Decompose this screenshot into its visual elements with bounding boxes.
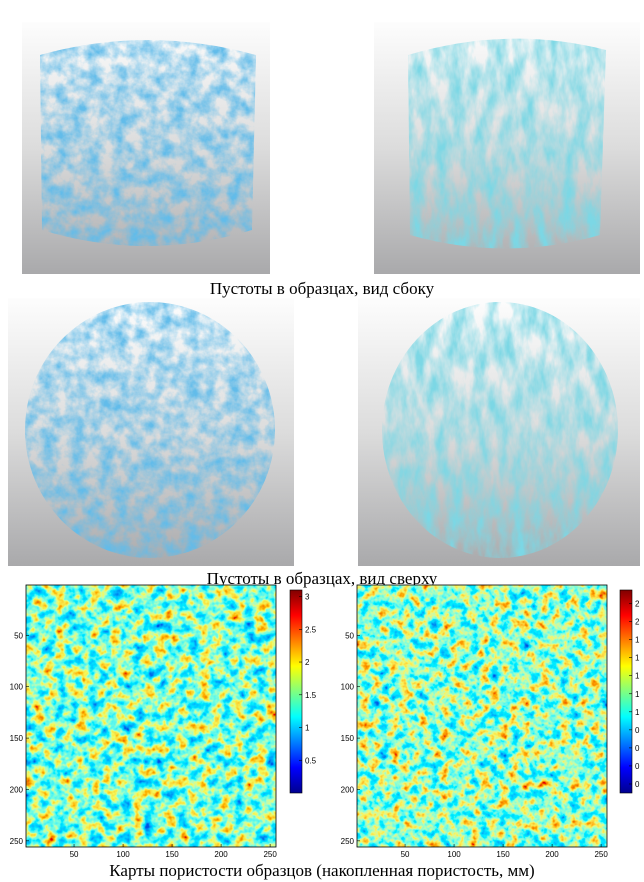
caption: Пустоты в образцах, вид сбоку <box>210 279 435 298</box>
y-tick-label: 150 <box>10 734 24 743</box>
x-tick-label: 250 <box>594 850 608 859</box>
colorbar-tick-label: 1 <box>305 724 310 733</box>
colorbar-tick-label: 1 <box>635 654 640 663</box>
x-tick-label: 250 <box>263 850 277 859</box>
y-tick-label: 100 <box>341 683 355 692</box>
heatmap <box>26 585 276 847</box>
colorbar <box>290 590 302 793</box>
x-tick-label: 150 <box>165 850 179 859</box>
x-tick-label: 200 <box>545 850 559 859</box>
y-tick-label: 50 <box>14 631 23 640</box>
figure: Пустоты в образцах, вид сбоку Пустоты в … <box>0 0 644 882</box>
y-tick-label: 250 <box>10 837 24 846</box>
x-tick-label: 50 <box>401 850 410 859</box>
x-tick-label: 150 <box>496 850 510 859</box>
heatmap <box>357 585 607 847</box>
colorbar-tick-label: 2 <box>635 618 640 627</box>
y-tick-label: 150 <box>341 734 355 743</box>
void-render <box>408 39 606 249</box>
void-render <box>40 40 256 246</box>
colorbar-tick-label: 0 <box>635 726 640 735</box>
colorbar-tick-label: 1.5 <box>305 691 317 700</box>
colorbar-tick-label: 2 <box>635 600 640 609</box>
colorbar-tick-label: 0 <box>635 780 640 789</box>
y-tick-label: 200 <box>341 785 355 794</box>
y-tick-label: 100 <box>10 683 24 692</box>
colorbar-tick-label: 0.5 <box>305 756 317 765</box>
y-tick-label: 50 <box>345 631 354 640</box>
colorbar-tick-label: 2 <box>305 658 310 667</box>
colorbar-tick-label: 0 <box>635 744 640 753</box>
colorbar-tick-label: 1 <box>635 672 640 681</box>
y-tick-label: 200 <box>10 785 24 794</box>
colorbar-tick-label: 0 <box>635 762 640 771</box>
colorbar-tick-label: 2.5 <box>305 625 317 634</box>
colorbar <box>620 590 632 793</box>
colorbar-tick-label: 1 <box>635 690 640 699</box>
colorbar-tick-label: 1 <box>635 636 640 645</box>
x-tick-label: 100 <box>116 850 130 859</box>
void-render <box>25 302 275 558</box>
x-tick-label: 200 <box>214 850 228 859</box>
caption: Карты пористости образцов (накопленная п… <box>109 861 534 880</box>
y-tick-label: 250 <box>341 837 355 846</box>
colorbar-tick-label: 3 <box>305 593 310 602</box>
void-render <box>382 302 618 558</box>
x-tick-label: 50 <box>70 850 79 859</box>
x-tick-label: 100 <box>447 850 461 859</box>
colorbar-tick-label: 1 <box>635 708 640 717</box>
